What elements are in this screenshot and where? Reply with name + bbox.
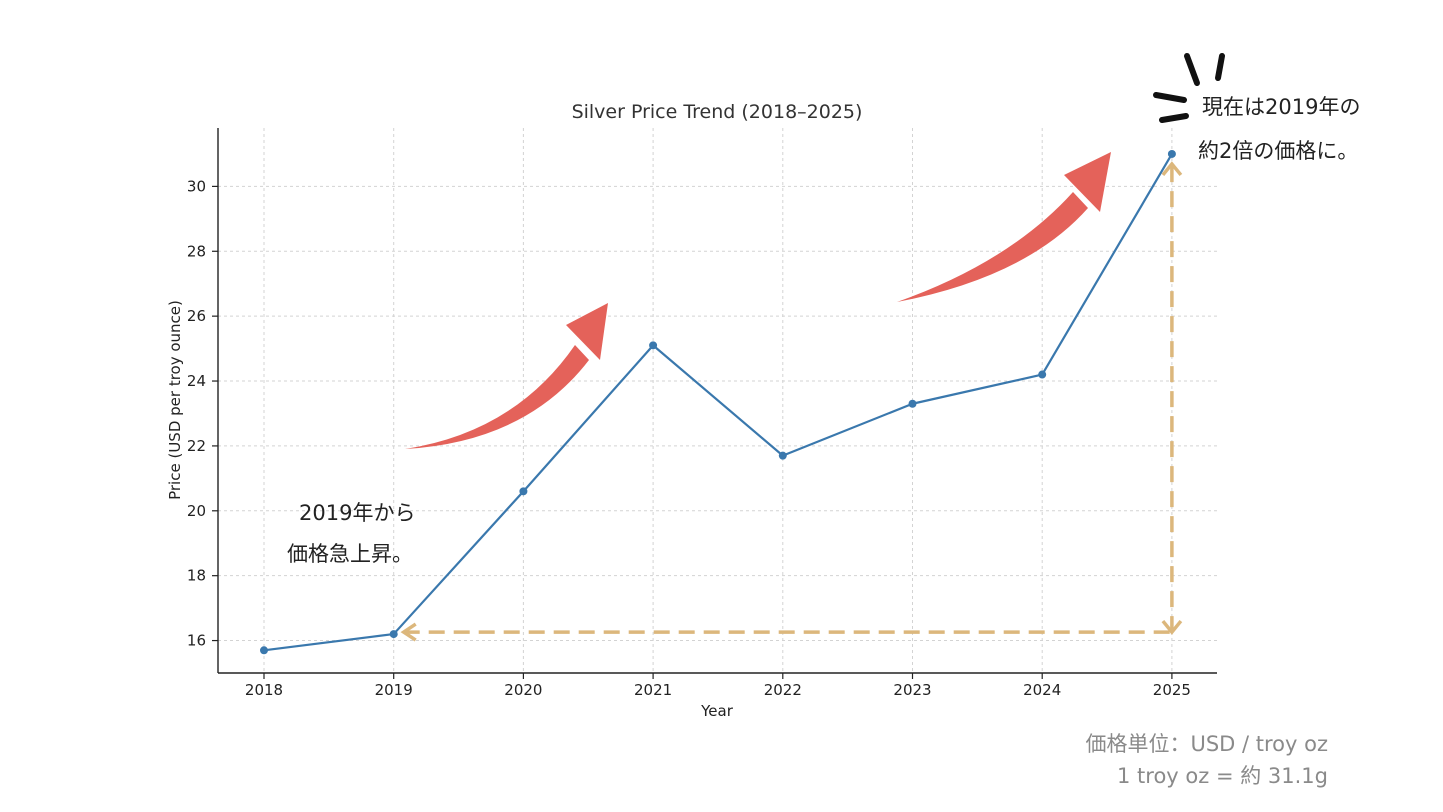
trend-arrow-right	[897, 152, 1111, 302]
y-tick-label-24: 24	[187, 372, 206, 390]
x-tick-label-2018: 2018	[245, 681, 283, 699]
x-tick-label-2023: 2023	[893, 681, 931, 699]
trend-arrow-left	[405, 303, 608, 449]
x-tick-label-2019: 2019	[375, 681, 413, 699]
footer-unit-note: 価格単位：USD / troy oz	[1085, 732, 1328, 756]
left-note-line-1: 2019年から	[299, 501, 415, 525]
trend-arrow-left-head	[566, 303, 608, 360]
y-axis-label: Price (USD per troy ounce)	[166, 300, 184, 500]
emphasis-burst-icon	[1153, 53, 1225, 123]
y-tick-label-18: 18	[187, 567, 206, 585]
right-note-line-2: 約2倍の価格に。	[1198, 139, 1358, 163]
data-point-2018	[260, 646, 268, 655]
chart-title: Silver Price Trend (2018–2025)	[572, 101, 863, 123]
ticks: 2018 2019 2020 2021 2022 2023 2024 202516182022…	[187, 177, 1191, 699]
x-tick-label-2020: 2020	[504, 681, 542, 699]
guide-arrowhead-bottom	[1161, 619, 1183, 635]
footer-conversion-note: 1 troy oz = 約 31.1g	[1117, 764, 1328, 788]
series	[260, 149, 1176, 655]
data-point-2024	[1038, 370, 1047, 379]
trend-arrow-left-shaft	[405, 345, 589, 449]
data-point-2019	[389, 630, 398, 639]
data-point-2023	[908, 399, 917, 408]
x-tick-label-2021: 2021	[634, 681, 672, 699]
doubling-guide	[400, 161, 1183, 642]
y-tick-label-22: 22	[187, 437, 206, 455]
left-note-line-2: 価格急上昇。	[287, 542, 413, 566]
y-tick-label-20: 20	[187, 502, 206, 520]
data-point-2020	[519, 487, 528, 496]
trend-arrow-right-head	[1064, 152, 1111, 212]
y-tick-label-16: 16	[187, 632, 206, 650]
right-note-line-1: 現在は2019年の	[1202, 95, 1360, 119]
y-tick-label-30: 30	[187, 177, 206, 195]
y-tick-label-26: 26	[187, 307, 206, 325]
data-point-2022	[778, 451, 787, 460]
data-point-2021	[649, 341, 658, 350]
trend-arrow-right-shaft	[897, 192, 1088, 302]
y-tick-label-28: 28	[187, 242, 206, 260]
guide-arrowhead-top	[1161, 161, 1183, 177]
x-tick-label-2024: 2024	[1023, 681, 1061, 699]
x-tick-label-2025: 2025	[1153, 681, 1191, 699]
data-point-2025	[1167, 149, 1176, 158]
x-tick-label-2022: 2022	[764, 681, 802, 699]
guide-arrowhead-left	[400, 622, 417, 642]
x-axis-label: Year	[700, 702, 734, 720]
series-line-0	[263, 153, 1173, 652]
